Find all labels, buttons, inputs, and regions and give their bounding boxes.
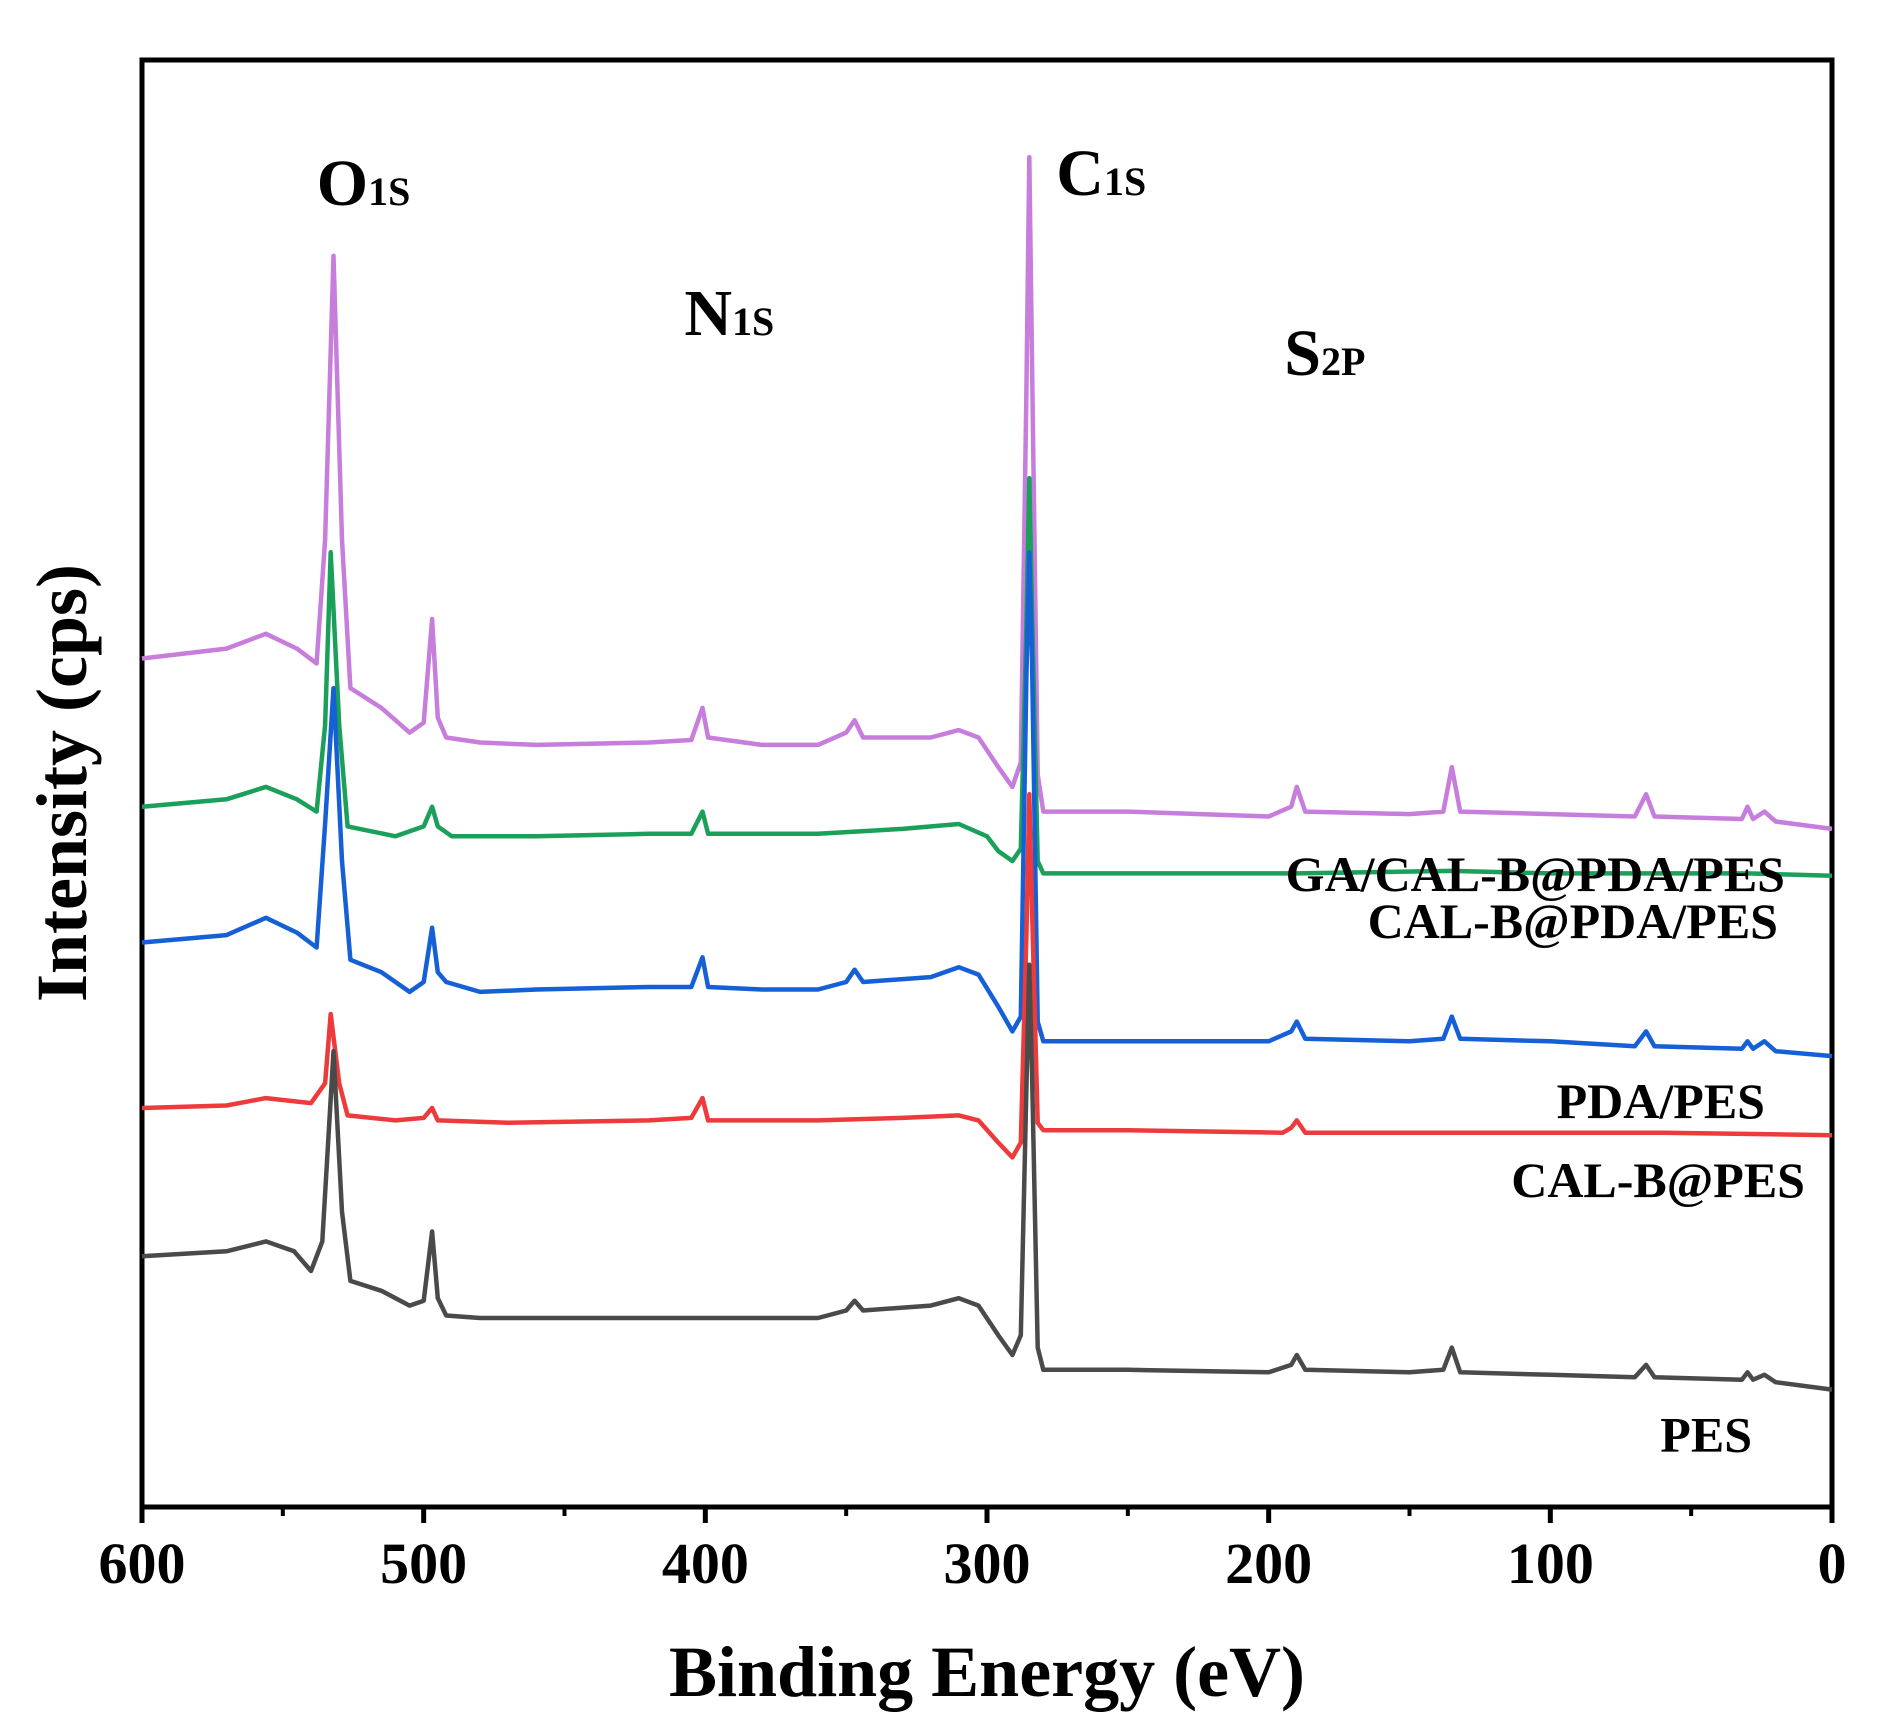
- x-tick-label-300: 300: [944, 1531, 1031, 1596]
- peak-label-s2p: S2P: [1284, 317, 1365, 390]
- y-axis-title: Intensity (cps): [22, 564, 102, 1002]
- plot-frame: [139, 57, 1835, 1510]
- series-line-pda-pes: [141, 550, 1833, 1059]
- series-line-pes: [141, 962, 1833, 1392]
- series-line-ga-cal-b-pda-pes: [141, 154, 1833, 832]
- x-axis: 600 500 400 300 200 100 0: [99, 1507, 1847, 1596]
- x-tick-label-400: 400: [662, 1531, 749, 1596]
- x-axis-title: Binding Energy (eV): [669, 1632, 1305, 1712]
- peak-annotations: O1S N1S C1S S2P: [317, 137, 1366, 390]
- x-tick-label-500: 500: [380, 1531, 467, 1596]
- plot-area: O1S N1S C1S S2P GA/CAL-B@PDA/PESCAL-B@PDA/P…: [139, 57, 1835, 1510]
- series-label-pes: PES: [1660, 1407, 1752, 1463]
- peak-label-o1s: O1S: [317, 147, 411, 220]
- series-label-cal-b-pes: CAL-B@PES: [1511, 1152, 1805, 1208]
- x-tick-label-600: 600: [99, 1531, 186, 1596]
- x-tick-label-0: 0: [1818, 1531, 1847, 1596]
- series-label-ga-cal-b-pda-pes: GA/CAL-B@PDA/PES: [1286, 846, 1785, 902]
- series-line-cal-b-pes: [141, 792, 1833, 1160]
- series-label-pda-pes: PDA/PES: [1557, 1073, 1765, 1129]
- peak-label-n1s: N1S: [684, 277, 774, 350]
- x-tick-label-200: 200: [1225, 1531, 1312, 1596]
- peak-label-c1s: C1S: [1056, 137, 1146, 210]
- series-line-cal-b-pda-pes: [141, 475, 1833, 879]
- x-tick-label-100: 100: [1507, 1531, 1594, 1596]
- series-layer: [141, 154, 1833, 1392]
- series-label-cal-b-pda-pes: CAL-B@PDA/PES: [1368, 893, 1778, 949]
